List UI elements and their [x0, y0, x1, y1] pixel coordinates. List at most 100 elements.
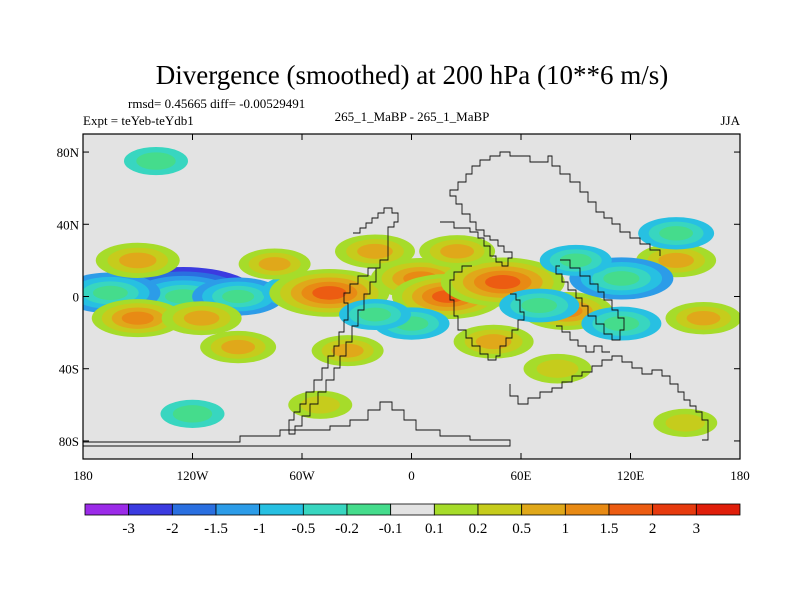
- colorbar-swatch: [608, 503, 654, 516]
- chart-title: Divergence (smoothed) at 200 hPa (10**6 …: [156, 60, 668, 90]
- colorbar-label: 0.1: [425, 521, 444, 537]
- colorbar-swatch: [521, 503, 566, 516]
- field-contour: [536, 359, 579, 378]
- field-contour: [521, 298, 558, 314]
- field-contour: [92, 285, 128, 300]
- y-tick-label: 40S: [59, 362, 79, 377]
- field-feature: [161, 301, 242, 336]
- colorbar-label: -3: [122, 521, 135, 537]
- field-contour: [659, 226, 694, 241]
- field-feature: [339, 299, 411, 331]
- y-tick-label: 80S: [59, 434, 79, 449]
- colorbar-swatch: [215, 503, 261, 516]
- field-contour: [665, 414, 705, 432]
- colorbar-swatch: [433, 503, 479, 516]
- colorbar-label: 1: [562, 521, 570, 537]
- colorbar-label: -2: [166, 521, 179, 537]
- experiment-label: Expt = teYeb-teYdb1: [83, 113, 194, 128]
- field-contour: [658, 252, 694, 268]
- field-contour: [475, 334, 512, 350]
- colorbar-swatch: [128, 503, 173, 516]
- field-contour: [300, 396, 340, 414]
- x-tick-label: 120W: [177, 468, 210, 483]
- colorbar-label: -1.5: [204, 521, 228, 537]
- colorbar-swatch: [390, 503, 435, 516]
- continent-outline-asia-maritime: [555, 259, 625, 341]
- field-contour: [136, 152, 176, 170]
- field-contour: [559, 253, 592, 268]
- field-feature: [238, 248, 311, 280]
- colorbar-label: 1.5: [600, 521, 619, 537]
- field-contour: [172, 405, 213, 423]
- colorbar-swatch: [564, 503, 610, 516]
- x-tick-label: 0: [408, 468, 415, 483]
- field-contour: [440, 244, 475, 259]
- stats-line: rmsd= 0.45665 diff= -0.00529491: [128, 96, 305, 111]
- season-label: JJA: [720, 113, 740, 128]
- field-feature: [335, 234, 415, 269]
- colorbar-label: -0.1: [379, 521, 403, 537]
- colorbar-swatch: [84, 503, 130, 516]
- colorbar-label: -0.5: [291, 521, 315, 537]
- field-feature: [499, 288, 580, 323]
- colorbar: -3 -2 -1.5 -1 -0.5 -0.2 -0.1 0.1 0.2 0.5 1 1.5 2 3: [84, 503, 741, 537]
- continent-outline-africa: [440, 151, 661, 267]
- x-tick-label: 180: [730, 468, 750, 483]
- colorbar-swatch: [695, 503, 741, 516]
- field-feature: [581, 306, 662, 341]
- field-contour: [183, 310, 220, 326]
- field-contour: [121, 311, 154, 325]
- field-contour: [603, 271, 640, 286]
- field-contour: [331, 343, 364, 358]
- field-feature: [665, 301, 740, 335]
- field-feature: [419, 235, 496, 268]
- colorbar-label: -0.2: [335, 521, 359, 537]
- field-feature: [95, 242, 180, 278]
- y-tick-label: 40N: [57, 217, 80, 232]
- field-contour: [357, 243, 393, 259]
- field-feature: [288, 390, 353, 419]
- colorbar-swatch: [171, 503, 217, 516]
- field-contour: [222, 289, 255, 304]
- colorbar-swatch: [346, 503, 392, 516]
- field-feature: [192, 277, 285, 316]
- continent-outlines: [83, 151, 709, 447]
- field-feature: [539, 244, 612, 276]
- x-tick-label: 60E: [511, 468, 532, 483]
- colorbar-label: -1: [253, 521, 266, 537]
- field-feature: [523, 353, 592, 384]
- x-tick-label: 180: [73, 468, 93, 483]
- colorbar-label: 0.5: [512, 521, 531, 537]
- field-contour: [119, 252, 157, 269]
- field-contour: [686, 310, 721, 326]
- y-tick-label: 80N: [57, 145, 80, 160]
- x-tick-label: 120E: [617, 468, 645, 483]
- field-feature: [200, 330, 277, 364]
- colorbar-swatch: [652, 503, 697, 516]
- field-feature: [160, 399, 225, 428]
- continent-outline-indian-peninsula: [556, 325, 610, 353]
- center-label: 265_1_MaBP - 265_1_MaBP: [335, 109, 490, 124]
- x-tick-label: 60W: [289, 468, 315, 483]
- colorbar-label: 3: [693, 521, 701, 537]
- field-contour: [258, 257, 291, 271]
- field-contour: [312, 286, 347, 300]
- field-feature: [653, 408, 718, 437]
- field-contour: [164, 289, 202, 304]
- field-feature: [124, 146, 188, 176]
- field-contour: [359, 307, 391, 322]
- colorbar-swatch: [302, 503, 348, 516]
- field-feature: [91, 299, 184, 338]
- map-axes: 180 120W 60W 0 60E 120E 180 80N 40N 0 40S 80S: [57, 134, 750, 483]
- colorbar-label: 2: [649, 521, 657, 537]
- colorbar-swatch: [259, 503, 304, 516]
- y-tick-label: 0: [73, 290, 80, 305]
- continent-outline-antarctic-coast: [83, 401, 511, 447]
- continent-outline-africa-south: [449, 265, 525, 361]
- map-panel: 180 120W 60W 0 60E 120E 180 80N 40N 0 40S 80S: [57, 133, 750, 483]
- field-contour: [221, 339, 256, 355]
- continent-outline-south-america: [288, 207, 399, 435]
- colorbar-swatch: [477, 503, 523, 516]
- field-contour: [603, 316, 640, 332]
